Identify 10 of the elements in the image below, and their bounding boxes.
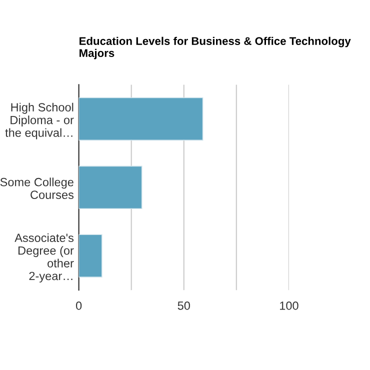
- x-tick-label: 50: [178, 302, 190, 310]
- x-tick-label: 100: [280, 302, 298, 310]
- y-tick-label: High School Diploma - or the equival…: [5, 102, 74, 140]
- bar: [78, 166, 142, 210]
- y-tick-label: Some College Courses: [0, 178, 74, 200]
- bar: [78, 234, 102, 278]
- bar: [78, 97, 204, 141]
- x-tick-label: 0: [76, 302, 82, 310]
- y-tick-label: Associate's Degree (or other 2-year…: [14, 233, 74, 283]
- chart-title: Education Levels for Business & Office Technology Majors: [80, 36, 351, 60]
